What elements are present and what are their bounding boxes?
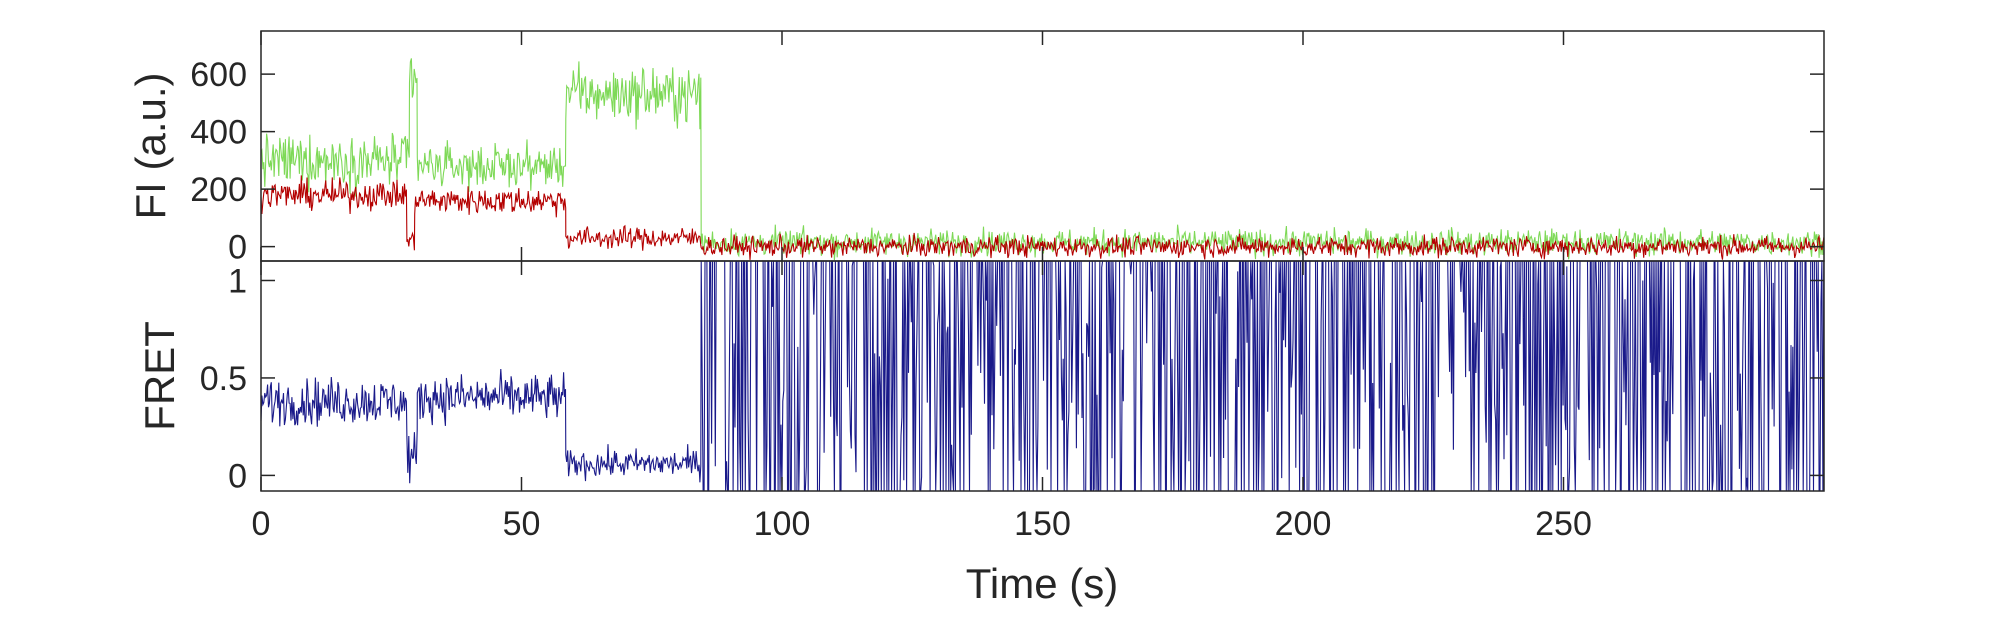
fluorescence-traces [260, 58, 1825, 261]
fret-y-tick-label: 0.5 [200, 360, 247, 398]
time-x-tick-label: 0 [252, 505, 271, 543]
fret-fret-trace [260, 260, 1825, 492]
fluorescence-y-tick-label: 400 [190, 114, 247, 152]
time-x-axis-label: Time (s) [966, 560, 1118, 607]
fret-panel: 0 0.5 1 0 50 100 150 200 250 FRET Time (s) [136, 260, 1825, 607]
fret-y-axis-label: FRET [136, 321, 183, 431]
time-x-tick-label: 250 [1535, 505, 1592, 543]
time-x-tick-label: 200 [1275, 505, 1332, 543]
fluorescence-y-tick-label: 600 [190, 56, 247, 94]
time-x-tick-label: 100 [754, 505, 811, 543]
fluorescence-donor-trace [260, 58, 1825, 261]
fluorescence-y-tick-label: 200 [190, 171, 247, 209]
fluorescence-panel: 0 200 400 600 FI (a.u.) [127, 30, 1825, 267]
fluorescence-y-tick-label: 0 [228, 229, 247, 267]
fret-traces [260, 260, 1825, 492]
fret-y-tick-label: 0 [228, 457, 247, 495]
fluorescence-y-ticks: 0 200 400 600 [190, 31, 1824, 267]
time-x-tick-label: 150 [1014, 505, 1071, 543]
fluorescence-y-axis-label: FI (a.u.) [127, 72, 174, 219]
fret-y-tick-label: 1 [228, 262, 247, 300]
fret-ticks: 0 0.5 1 0 50 100 150 200 250 [200, 261, 1824, 543]
time-x-tick-label: 50 [503, 505, 541, 543]
